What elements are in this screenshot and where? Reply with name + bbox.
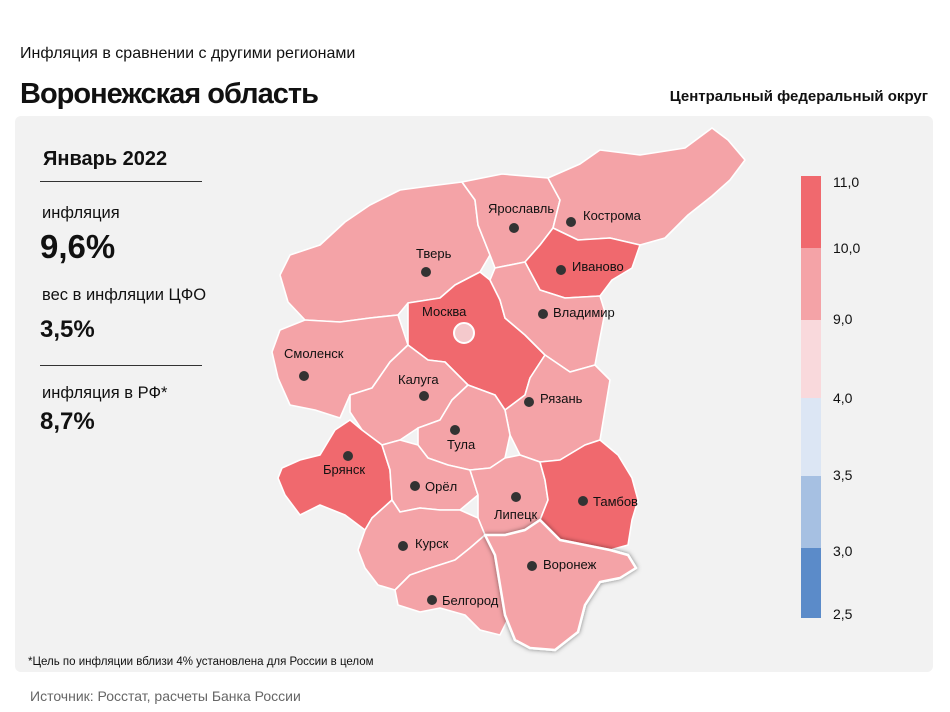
divider-bottom [40, 365, 202, 366]
footnote: *Цель по инфляции вблизи 4% установлена … [28, 656, 374, 668]
district-title: Центральный федеральный округ [669, 88, 928, 105]
legend-value-2-5: 2,5 [833, 606, 853, 622]
legend-band-high [801, 176, 821, 248]
legend-band-blue-dark [801, 548, 821, 618]
inflation-label: инфляция [42, 204, 120, 222]
russia-inflation-label: инфляция в РФ* [42, 384, 168, 402]
divider-top [40, 181, 202, 182]
label-smolensk: Смоленск [284, 346, 344, 361]
legend-value-9: 9,0 [833, 311, 853, 327]
label-vladimir: Владимир [553, 305, 615, 320]
label-tula: Тула [447, 437, 476, 452]
label-tambov: Тамбов [593, 494, 638, 509]
region-markers [299, 217, 588, 605]
russia-inflation-value: 8,7% [40, 408, 95, 435]
label-yaroslavl: Ярославль [488, 201, 554, 216]
page-subtitle: Инфляция в сравнении с другими регионами [20, 45, 356, 62]
legend-value-3: 3,0 [833, 543, 853, 559]
period-label: Январь 2022 [43, 148, 168, 170]
label-belgorod: Белгород [442, 593, 499, 608]
legend-value-3-5: 3,5 [833, 467, 853, 483]
legend-value-11: 11,0 [833, 174, 859, 190]
legend-value-10: 10,0 [833, 240, 860, 256]
label-ivanovo: Иваново [572, 259, 624, 274]
label-bryansk: Брянск [323, 462, 365, 477]
label-voronezh: Воронеж [543, 557, 597, 572]
label-moscow: Москва [422, 304, 467, 319]
label-orel: Орёл [425, 479, 457, 494]
label-ryazan: Рязань [540, 391, 583, 406]
label-tver: Тверь [416, 246, 452, 261]
region-labels: Ярославль Кострома Тверь Иваново Москва … [284, 201, 642, 608]
weight-label: вес в инфляции ЦФО [42, 286, 207, 304]
legend-scale: 11,0 10,0 9,0 4,0 3,5 3,0 2,5 [801, 174, 860, 622]
region-voronezh[interactable] [483, 518, 638, 652]
legend-band-blue-mid [801, 476, 821, 548]
page-title: Воронежская область [20, 78, 319, 110]
region-tambov[interactable] [539, 439, 639, 551]
label-lipetsk: Липецк [494, 507, 538, 522]
label-kursk: Курск [415, 536, 449, 551]
legend-band-blue-light [801, 398, 821, 476]
source-note: Источник: Росстат, расчеты Банка России [30, 688, 301, 704]
legend-value-4: 4,0 [833, 390, 853, 406]
legend-band-mid [801, 248, 821, 320]
inflation-value: 9,6% [40, 228, 116, 265]
legend-band-low [801, 320, 821, 398]
weight-value: 3,5% [40, 316, 95, 343]
label-kostroma: Кострома [583, 208, 642, 223]
region-kostroma[interactable] [547, 127, 746, 246]
label-kaluga: Калуга [398, 372, 439, 387]
